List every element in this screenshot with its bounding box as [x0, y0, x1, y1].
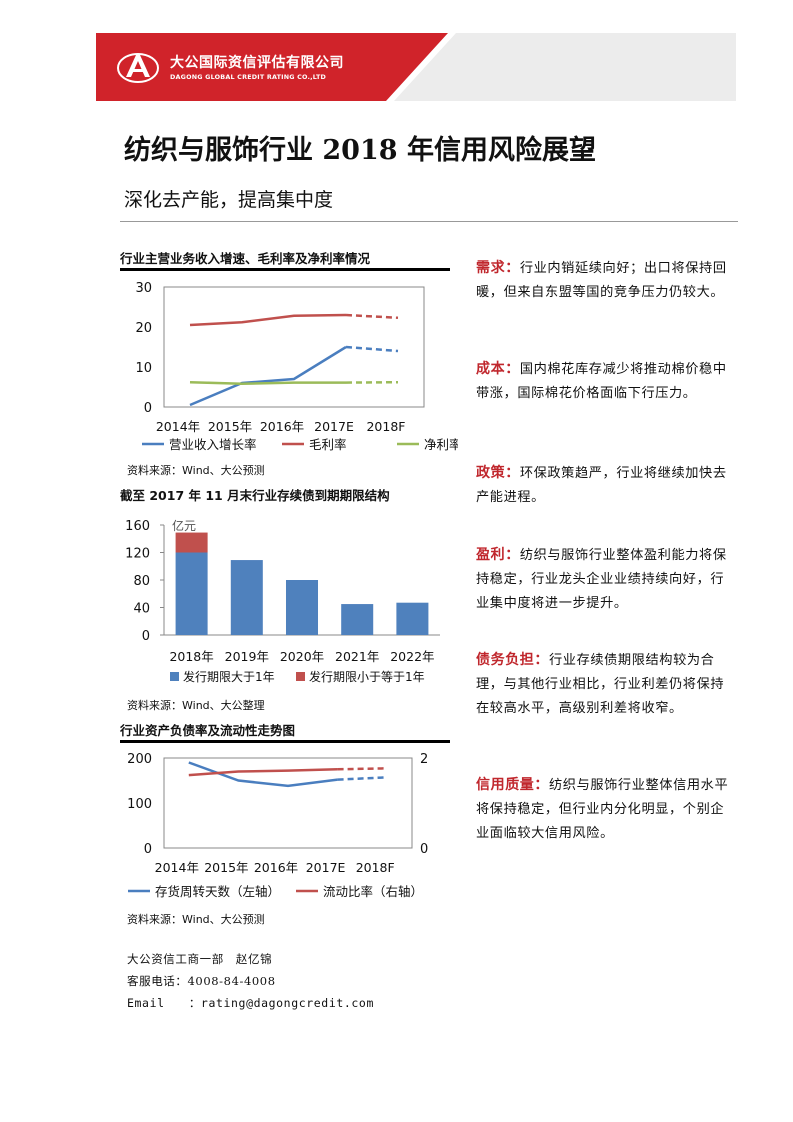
x-tick-label: 2019年 [225, 649, 269, 664]
series-line [189, 345, 347, 407]
y2-tick-label: 0 [420, 842, 428, 857]
series-line [189, 380, 346, 386]
bar [396, 602, 429, 635]
company-name-en: DAGONG GLOBAL CREDIT RATING CO.,LTD [170, 73, 327, 81]
series-line-projected [337, 767, 388, 771]
y-tick-label: 40 [133, 602, 150, 617]
x-tick-label: 2014年 [156, 419, 200, 434]
legend-swatch [296, 672, 305, 681]
y-tick-label: 0 [144, 842, 152, 857]
bar [230, 560, 263, 635]
section-label: 需求： [476, 260, 520, 276]
section-policy: 政策：环保政策趋严，行业将继续加快去产能进程。 [476, 461, 736, 510]
legend-label: 毛利率 [309, 437, 347, 452]
section-demand: 需求：行业内销延续向好；出口将保持回暖，但来自东盟等国的竞争压力仍较大。 [476, 256, 736, 305]
chart2-title: 截至 2017 年 11 月末行业存续债到期期限结构 [120, 488, 390, 503]
x-tick-label: 2022年 [390, 649, 434, 664]
section-text: 行业存续债期限结构较为合理，与其他行业相比，行业利差仍将保持在较高水平，高级别利… [476, 653, 725, 716]
x-tick-label: 2020年 [280, 649, 324, 664]
section-label: 政策： [476, 465, 520, 481]
bar [285, 580, 319, 635]
y-tick-label: 20 [135, 321, 152, 336]
y-tick-label: 160 [125, 519, 150, 534]
contact-email-row: Email ：rating@dagongcredit.com [127, 995, 374, 1011]
x-tick-label: 2018F [366, 419, 405, 434]
section-text: 纺织与服饰行业整体信用水平将保持稳定，但行业内分化明显，个别企业面临较大信用风险… [476, 778, 729, 841]
company-name-cn: 大公国际资信评估有限公司 [170, 55, 344, 71]
plot-area [163, 757, 413, 849]
contact-phone: 客服电话：4008-84-4008 [127, 974, 276, 988]
chart3-title: 行业资产负债率及流动性走势图 [120, 720, 450, 743]
section-label: 盈利： [476, 547, 520, 563]
section-label: 债务负担： [476, 652, 549, 668]
section-label: 成本： [476, 361, 520, 377]
x-tick-label: 2016年 [254, 860, 298, 875]
header-banner: 大公国际资信评估有限公司 DAGONG GLOBAL CREDIT RATING… [96, 33, 736, 101]
chart2-debt-maturity: 0 40 80 120 160 亿元 2018年 2019年 2020年 2021年 2022年发行… [125, 518, 440, 684]
section-label: 信用质量： [476, 777, 549, 793]
y2-tick-label: 2 [420, 752, 428, 767]
y-tick-label: 30 [135, 281, 152, 296]
x-tick-label: 2015年 [204, 860, 248, 875]
chart2-source: 资料来源：Wind、大公整理 [127, 699, 265, 712]
legend-label: 存货周转天数（左轴） [155, 884, 280, 899]
y-tick-label: 100 [127, 797, 152, 812]
section-text: 环保政策趋严，行业将继续加快去产能进程。 [476, 466, 727, 505]
page-title: 纺织与服饰行业 2018 年信用风险展望 [124, 135, 596, 166]
section-cost: 成本：国内棉花库存减少将推动棉价稳中带涨，国际棉花价格面临下行压力。 [476, 357, 736, 406]
section-profit: 盈利：纺织与服饰行业整体盈利能力将保持稳定，行业龙头企业业绩持续向好，行业集中度… [476, 543, 736, 616]
legend-label: 营业收入增长率 [169, 437, 257, 452]
x-tick-label: 2018F [356, 860, 395, 875]
section-text: 国内棉花库存减少将推动棉价稳中带涨，国际棉花价格面临下行压力。 [476, 362, 727, 401]
x-tick-label: 2018年 [169, 649, 213, 664]
series-line-projected [337, 776, 388, 781]
series-line [189, 313, 347, 327]
section-text: 纺织与服饰行业整体盈利能力将保持稳定，行业龙头企业业绩持续向好，行业集中度将进一… [476, 548, 727, 611]
header-background [96, 33, 736, 101]
contact-department: 大公资信工商一部 赵亿锦 [127, 952, 273, 966]
legend-swatch [170, 672, 179, 681]
section-text: 行业内销延续向好；出口将保持回暖，但来自东盟等国的竞争压力仍较大。 [476, 261, 727, 300]
x-tick-label: 2021年 [335, 649, 379, 664]
series-line [188, 761, 338, 788]
series-line [188, 768, 338, 777]
divider [120, 221, 738, 222]
chart1-source: 资料来源：Wind、大公预测 [127, 464, 265, 477]
bar [341, 604, 374, 635]
dagong-logo-icon [117, 53, 159, 83]
series-line-projected [345, 313, 399, 320]
y-tick-label: 0 [144, 401, 152, 416]
y-tick-label: 120 [125, 547, 150, 562]
legend-label: 净利率 [424, 437, 458, 452]
page-subtitle: 深化去产能，提高集中度 [124, 189, 334, 211]
chart3-source: 资料来源：Wind、大公预测 [127, 913, 265, 926]
x-tick-label: 2016年 [260, 419, 304, 434]
x-tick-label: 2014年 [155, 860, 199, 875]
bar [175, 532, 208, 553]
series-line-projected [345, 345, 399, 353]
contact-email-link[interactable]: rating@dagongcredit.com [200, 996, 374, 1010]
y-unit-label: 亿元 [172, 518, 196, 533]
plot-area [163, 286, 425, 408]
legend-label: 发行期限大于1年 [183, 669, 275, 684]
y-tick-label: 80 [133, 574, 150, 589]
x-tick-label: 2017E [314, 419, 354, 434]
legend-label: 流动比率（右轴） [323, 884, 423, 899]
legend-label: 发行期限小于等于1年 [309, 669, 425, 684]
section-debt-burden: 债务负担：行业存续债期限结构较为合理，与其他行业相比，行业利差仍将保持在较高水平… [476, 648, 736, 721]
y-tick-label: 0 [142, 629, 150, 644]
section-credit-quality: 信用质量：纺织与服饰行业整体信用水平将保持稳定，但行业内分化明显，个别企业面临较… [476, 773, 736, 846]
y-tick-label: 200 [127, 752, 152, 767]
bar [175, 552, 208, 635]
y-tick-label: 10 [135, 361, 152, 376]
chart1-revenue-margin: 0 10 20 30 2014年 2015年 2016年 2017E 2018F 营业收入增长率 毛… [135, 281, 458, 452]
x-tick-label: 2015年 [208, 419, 252, 434]
contact-email-label: Email ： [127, 996, 201, 1010]
chart1-title: 行业主营业务收入增速、毛利率及净利率情况 [120, 248, 450, 271]
x-tick-label: 2017E [306, 860, 346, 875]
chart3-turnover-liquidity: 0 100 200 0 2 2014年 2015年 2016年 2017E 2018F 存货周转天数… [127, 752, 428, 899]
